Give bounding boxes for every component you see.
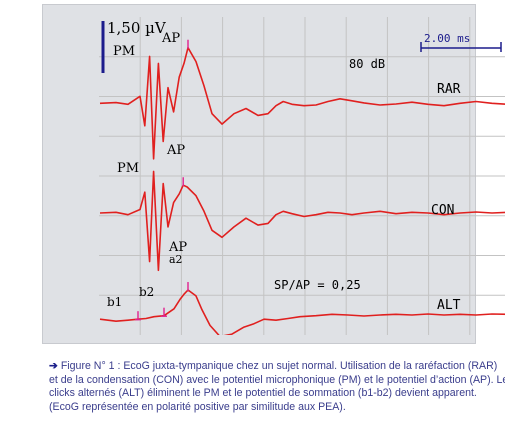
trace-con	[99, 170, 505, 272]
traces	[99, 39, 505, 335]
ecog-chart: 1,50 µV 2.00 ms 80 dB SP/AP = 0,25 RAR CO…	[99, 17, 505, 335]
series-label-con: CON	[431, 203, 454, 218]
peak-label-a2: a2	[169, 253, 183, 266]
trace-rar	[99, 46, 505, 160]
caption-line-4: (EcoG représentée en polarité positive p…	[49, 400, 346, 413]
caption-line-2: et de la condensation (CON) avec le pote…	[49, 373, 505, 386]
caption-line-1: Figure N° 1 : EcoG juxta-tympanique chez…	[57, 360, 498, 372]
caption-line-3: clicks alternés (ALT) éliminent le PM et…	[49, 387, 477, 400]
stimulus-level-label: 80 dB	[349, 57, 385, 71]
peak-label-ap-con: AP	[166, 143, 185, 158]
trace-alt	[99, 289, 505, 335]
peak-label-pm-con: PM	[117, 161, 139, 176]
figure-caption: ➔ Figure N° 1 : EcoG juxta-tympanique ch…	[49, 360, 505, 414]
peak-label-b2: b2	[139, 285, 154, 299]
figure-frame: 1,50 µV 2.00 ms 80 dB SP/AP = 0,25 RAR CO…	[42, 4, 505, 413]
peak-label-ap-alt: AP	[168, 240, 187, 255]
arrow-icon: ➔	[49, 360, 58, 372]
time-scale-label: 2.00 ms	[424, 32, 470, 45]
series-label-alt: ALT	[437, 298, 461, 313]
peak-label-b1: b1	[107, 295, 122, 309]
peak-label-ap-rar: AP	[161, 31, 180, 46]
ratio-label: SP/AP = 0,25	[274, 278, 361, 292]
voltage-scale-label: 1,50 µV	[107, 19, 167, 37]
peak-label-pm-rar: PM	[113, 44, 135, 59]
series-label-rar: RAR	[437, 82, 461, 97]
